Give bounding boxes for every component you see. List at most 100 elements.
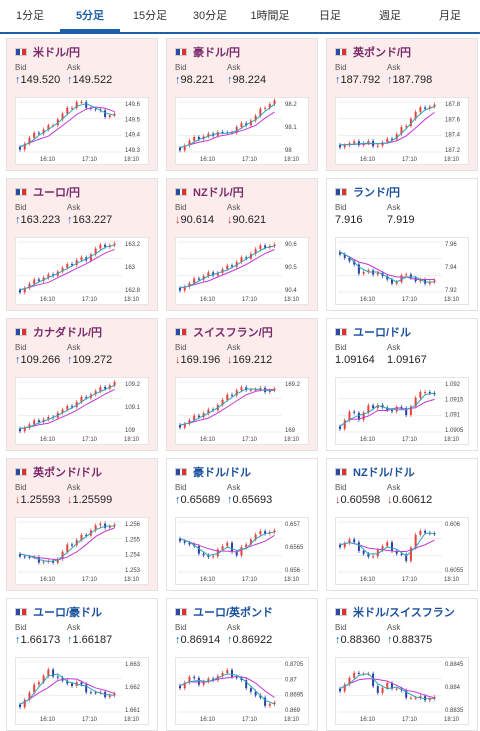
candle	[202, 553, 205, 556]
candle	[348, 677, 351, 685]
card-title[interactable]: カナダドル/円	[15, 325, 102, 339]
x-tick-label: 16:10	[360, 297, 376, 303]
mini-chart[interactable]: 0.8705 0.87 0.8695 0.869 16:10 17:10 18:10	[175, 657, 309, 725]
candle	[47, 417, 50, 420]
rate-card[interactable]: 英ポンド/ドル Bid Ask ↓1.25593 ↓1.25599 1.256 1.255 1…	[6, 458, 158, 591]
mini-chart[interactable]: 1.092 1.0915 1.091 1.0905 16:10 17:10 18:10	[335, 377, 469, 445]
tab-5[interactable]: 日足	[319, 10, 341, 22]
candle	[99, 387, 102, 392]
rate-card[interactable]: NZドル/円 Bid Ask ↓90.614 ↓90.621 90.6 90.5 90.4 16…	[166, 178, 318, 311]
mini-chart[interactable]: 90.6 90.5 90.4 16:10 17:10 18:10	[175, 237, 309, 305]
y-tick-label: 1.253	[125, 568, 141, 574]
tab-7[interactable]: 月足	[439, 10, 461, 22]
card-title[interactable]: 米ドル/スイスフラン	[335, 605, 455, 619]
y-tick-label: 0.87	[285, 677, 297, 683]
mini-chart[interactable]: 149.6 149.5 149.4 149.3 16:10 17:10 18:10	[15, 97, 149, 165]
candle	[381, 546, 384, 551]
card-title[interactable]: ユーロ/円	[15, 185, 80, 199]
candle	[414, 111, 417, 119]
candle	[108, 115, 111, 117]
mini-chart[interactable]: 0.657 0.6565 0.656 16:10 17:10 18:10	[175, 517, 309, 585]
mini-chart[interactable]: 109.2 109.1 109 16:10 17:10 18:10	[15, 377, 149, 445]
x-tick-label: 17:10	[82, 577, 98, 583]
bid-text: 0.88360	[340, 634, 381, 646]
mini-chart[interactable]: 163.2 163 162.8 16:10 17:10 18:10	[15, 237, 149, 305]
rate-card[interactable]: 豪ドル/ドル Bid Ask ↑0.65689 ↑0.65693 0.657 0.6565 0…	[166, 458, 318, 591]
card-title[interactable]: 豪ドル/円	[175, 45, 240, 59]
bid-text: 0.65689	[180, 494, 221, 506]
card-title[interactable]: ユーロ/ドル	[335, 325, 411, 339]
flag-icon	[15, 48, 27, 56]
moving-average-line	[339, 673, 435, 700]
tab-6[interactable]: 週足	[379, 10, 401, 22]
x-tick-label: 16:10	[40, 157, 56, 163]
y-tick-label: 98.2	[285, 102, 297, 108]
tab-4[interactable]: 1時間足	[250, 10, 290, 22]
mini-chart[interactable]: 1.256 1.255 1.254 1.253 16:10 17:10 18:10	[15, 517, 149, 585]
card-title[interactable]: 豪ドル/ドル	[175, 465, 251, 479]
candle	[226, 394, 229, 400]
card-title[interactable]: 米ドル/円	[15, 45, 80, 59]
rate-card[interactable]: 豪ドル/円 Bid Ask ↑98.221 ↑98.224 98.2 98.1 98 16:10…	[166, 38, 318, 171]
mini-chart[interactable]: 0.8845 0.884 0.8835 16:10 17:10 18:10	[335, 657, 469, 725]
rate-card[interactable]: ユーロ/円 Bid Ask ↑163.223 ↑163.227 163.2 163 162.8…	[6, 178, 158, 311]
card-title[interactable]: 英ポンド/ドル	[15, 465, 102, 479]
ask-value: 1.09167	[387, 354, 427, 366]
tab-2[interactable]: 15分足	[132, 10, 168, 22]
ask-label: Ask	[67, 203, 81, 212]
tab-1[interactable]: 5分足	[60, 0, 120, 32]
rate-card[interactable]: スイスフラン/円 Bid Ask ↓169.196 ↓169.212 169.2 169 16…	[166, 318, 318, 451]
ask-label: Ask	[227, 483, 241, 492]
candle	[56, 558, 59, 563]
candle	[386, 682, 389, 688]
candle	[42, 675, 45, 683]
candle	[19, 553, 21, 557]
moving-average-line	[19, 384, 115, 430]
y-tick-label: 90.6	[285, 242, 297, 248]
card-title[interactable]: 英ポンド/円	[335, 45, 411, 59]
x-tick-label: 17:10	[402, 717, 418, 723]
mini-chart[interactable]: 169.2 169 16:10 17:10 18:10	[175, 377, 309, 445]
rate-card[interactable]: ユーロ/ドル Bid Ask 1.09164 1.09167 1.092 1.0915 1.0…	[326, 318, 478, 451]
candle	[216, 549, 219, 557]
tab-3[interactable]: 30分足	[192, 10, 228, 22]
rate-card[interactable]: ユーロ/豪ドル Bid Ask ↑1.66173 ↑1.66187 1.663 1.662 1…	[6, 598, 158, 731]
rate-card[interactable]: NZドル/ドル Bid Ask ↓0.60598 ↓0.60612 0.606 0.6055…	[326, 458, 478, 591]
candle	[268, 390, 271, 392]
ask-value: ↑163.227	[67, 214, 112, 226]
rate-card[interactable]: ユーロ/英ポンド Bid Ask ↑0.86914 ↑0.86922 0.8705 0.87…	[166, 598, 318, 731]
mini-chart[interactable]: 1.663 1.662 1.661 16:10 17:10 18:10	[15, 657, 149, 725]
card-title[interactable]: NZドル/円	[175, 185, 244, 199]
y-tick-label: 187.2	[445, 148, 461, 154]
card-title[interactable]: スイスフラン/円	[175, 325, 273, 339]
bid-value: ↑187.792	[335, 74, 380, 86]
mini-chart[interactable]: 7.96 7.94 7.92 16:10 17:10 18:10	[335, 237, 469, 305]
candle	[193, 676, 196, 678]
rate-card[interactable]: 米ドル/スイスフラン Bid Ask ↑0.88360 ↑0.88375 0.8845 0.…	[326, 598, 478, 731]
mini-chart[interactable]: 98.2 98.1 98 16:10 17:10 18:10	[175, 97, 309, 165]
mini-chart[interactable]: 187.8 187.6 187.4 187.2 16:10 17:10 18:10	[335, 97, 469, 165]
card-title[interactable]: ユーロ/英ポンド	[175, 605, 273, 619]
candle	[202, 276, 205, 280]
candle	[240, 547, 243, 556]
x-tick-label: 18:10	[124, 717, 140, 723]
mini-chart[interactable]: 0.606 0.6055 16:10 17:10 18:10	[335, 517, 469, 585]
candle	[71, 683, 73, 686]
candle	[47, 125, 50, 130]
tab-0[interactable]: 1分足	[15, 10, 45, 22]
card-title[interactable]: NZドル/ドル	[335, 465, 415, 479]
ask-value: 7.919	[387, 214, 415, 226]
card-title[interactable]: ユーロ/豪ドル	[15, 605, 102, 619]
rate-card[interactable]: カナダドル/円 Bid Ask ↑109.266 ↑109.272 109.2 109.1 1…	[6, 318, 158, 451]
candle	[221, 546, 224, 550]
rate-card[interactable]: ランド/円 Bid Ask 7.916 7.919 7.96 7.94 7.92 16:10 17…	[326, 178, 478, 311]
rate-card[interactable]: 米ドル/円 Bid Ask ↑149.520 ↑149.522 149.6 149.5 149…	[6, 38, 158, 171]
chart-svg: 0.657 0.6565 0.656 16:10 17:10 18:10	[178, 521, 304, 583]
rate-card[interactable]: 英ポンド/円 Bid Ask ↑187.792 ↑187.798 187.8 187.6 18…	[326, 38, 478, 171]
candle	[179, 685, 181, 689]
candle	[395, 282, 398, 284]
bid-label: Bid	[175, 623, 187, 632]
card-title[interactable]: ランド/円	[335, 185, 400, 199]
x-tick-label: 16:10	[200, 717, 216, 723]
ask-label: Ask	[67, 483, 81, 492]
